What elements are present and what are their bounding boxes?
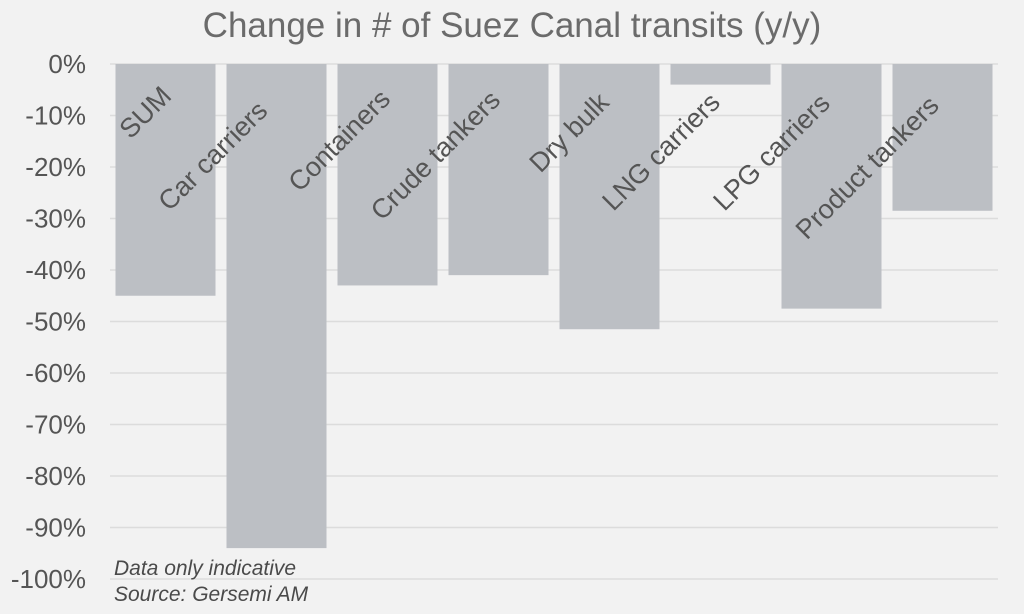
chart-notes: Data only indicative Source: Gersemi AM [114, 556, 308, 608]
y-tick-label: -50% [25, 307, 86, 337]
y-tick-label: -30% [25, 204, 86, 234]
bar [559, 64, 660, 330]
y-tick-label: -10% [25, 101, 86, 131]
bar [670, 64, 771, 85]
bar [448, 64, 549, 276]
note-disclaimer: Data only indicative [114, 557, 297, 580]
y-tick-label: -100% [11, 564, 86, 594]
bar [892, 64, 993, 211]
bar [226, 64, 327, 549]
y-tick-label: -20% [25, 152, 86, 182]
chart-title: Change in # of Suez Canal transits (y/y) [202, 6, 822, 45]
y-tick-label: 0% [48, 49, 86, 79]
y-tick-label: -60% [25, 358, 86, 388]
bar [337, 64, 438, 286]
y-tick-label: -70% [25, 410, 86, 440]
bar [115, 64, 216, 296]
y-tick-label: -80% [25, 461, 86, 491]
bar [781, 64, 882, 309]
y-tick-label: -40% [25, 255, 86, 285]
y-tick-label: -90% [25, 513, 86, 543]
note-source: Source: Gersemi AM [114, 583, 309, 606]
